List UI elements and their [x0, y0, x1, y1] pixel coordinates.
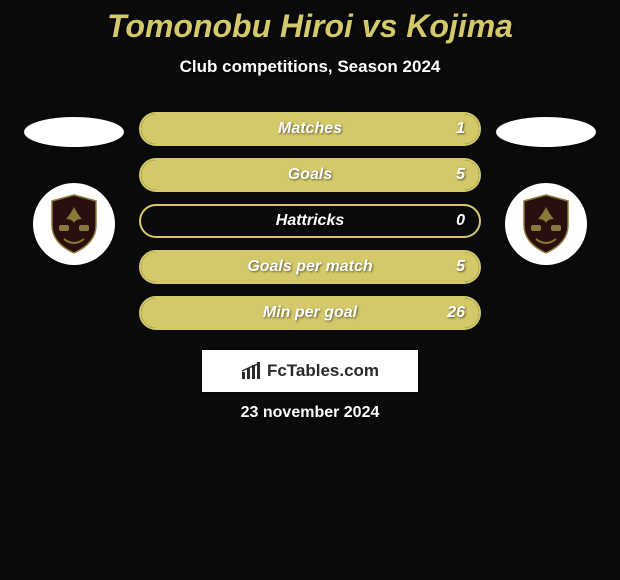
stat-value-right: 0 — [456, 212, 465, 230]
stat-row: Min per goal 26 — [139, 296, 481, 330]
brand-badge[interactable]: FcTables.com — [202, 350, 418, 392]
right-player-side — [491, 117, 591, 265]
shield-icon — [518, 193, 574, 255]
date-text: 23 november 2024 — [0, 404, 620, 422]
comparison-area: Matches 1 Goals 5 Hattricks 0 Goals per … — [0, 117, 620, 330]
stat-value-right: 26 — [447, 304, 465, 322]
right-club-crest — [505, 183, 587, 265]
left-flag — [24, 117, 124, 147]
right-flag — [496, 117, 596, 147]
stat-value-right: 5 — [456, 166, 465, 184]
stats-list: Matches 1 Goals 5 Hattricks 0 Goals per … — [139, 112, 481, 330]
stat-row: Goals 5 — [139, 158, 481, 192]
left-club-crest — [33, 183, 115, 265]
stat-label: Min per goal — [263, 304, 357, 322]
left-player-side — [29, 117, 129, 265]
stat-row: Goals per match 5 — [139, 250, 481, 284]
subtitle: Club competitions, Season 2024 — [0, 57, 620, 77]
stat-label: Goals per match — [247, 258, 372, 276]
stat-label: Goals — [288, 166, 332, 184]
stat-row: Hattricks 0 — [139, 204, 481, 238]
brand-label: FcTables.com — [267, 361, 379, 381]
stat-label: Matches — [278, 120, 342, 138]
page-title: Tomonobu Hiroi vs Kojima — [0, 8, 620, 45]
shield-icon — [46, 193, 102, 255]
stat-row: Matches 1 — [139, 112, 481, 146]
stat-label: Hattricks — [276, 212, 344, 230]
stat-value-right: 5 — [456, 258, 465, 276]
stat-value-right: 1 — [456, 120, 465, 138]
bar-chart-icon — [241, 362, 261, 380]
